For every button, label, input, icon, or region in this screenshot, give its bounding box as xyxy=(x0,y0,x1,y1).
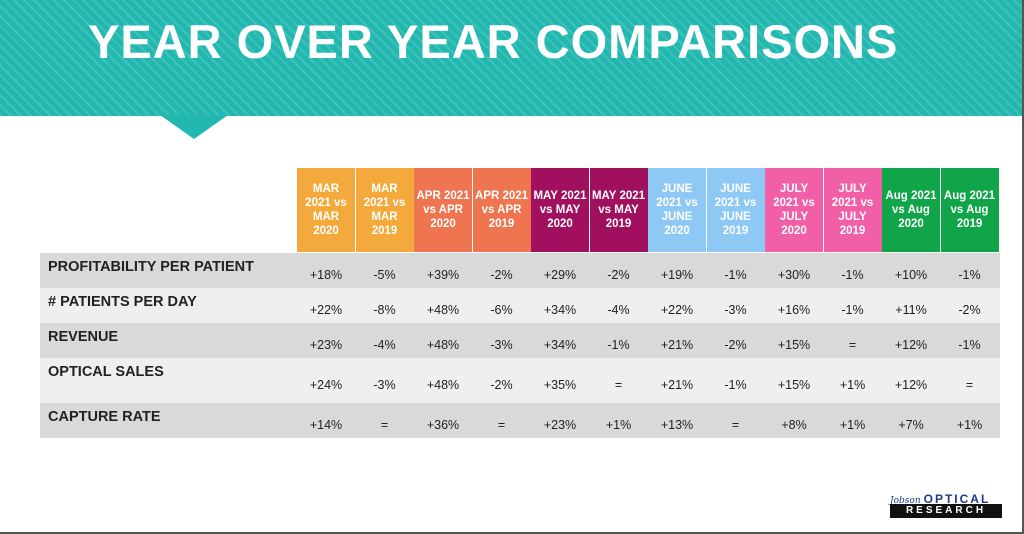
column-header: MAR 2021 vs MAR 2020 xyxy=(297,168,355,252)
row-label: # PATIENTS PER DAY xyxy=(48,294,197,310)
column-header: JULY 2021 vs JULY 2020 xyxy=(765,168,823,252)
row-label: PROFITABILITY PER PATIENT xyxy=(48,259,254,275)
table-row: # PATIENTS PER DAY +22% -8% +48% -6% +34% -4% +… xyxy=(40,288,1000,323)
banner-notch xyxy=(160,115,228,139)
table-cell: +36% xyxy=(426,417,460,432)
table-cell: -6% xyxy=(490,302,513,317)
table-cell: +48% xyxy=(426,302,460,317)
row-label: CAPTURE RATE xyxy=(48,409,161,425)
column-header: APR 2021 vs APR 2020 xyxy=(414,168,472,252)
column-header: MAR 2021 vs MAR 2019 xyxy=(355,168,414,252)
table-cell: -8% xyxy=(373,302,396,317)
table-cell: +12% xyxy=(894,377,928,392)
logo-brand-large: OPTICAL xyxy=(923,492,991,506)
table-cell: +10% xyxy=(894,267,928,282)
table-cell: +15% xyxy=(777,337,811,352)
table-cell: -2% xyxy=(490,377,513,392)
table-cell: -1% xyxy=(958,337,981,352)
table-cell: -1% xyxy=(958,267,981,282)
jobson-optical-research-logo: Jobson OPTICAL RESEARCH xyxy=(890,490,1002,518)
title-banner: YEAR OVER YEAR COMPARISONS xyxy=(0,0,1022,116)
table-cell: +11% xyxy=(895,302,927,317)
table-cell: +24% xyxy=(309,377,343,392)
table-cell: +15% xyxy=(777,377,811,392)
table-cell: -1% xyxy=(841,267,864,282)
table-cell: -2% xyxy=(607,267,630,282)
table-cell: +29% xyxy=(543,267,577,282)
table-cell: -1% xyxy=(724,267,747,282)
table-row: REVENUE +23% -4% +48% -3% +34% -1% +21% -2% +15% =… xyxy=(40,323,1000,358)
table-cell: -2% xyxy=(490,267,513,282)
column-header: MAY 2021 vs MAY 2020 xyxy=(531,168,589,252)
table-cell: -4% xyxy=(373,337,396,352)
table-cell: +16% xyxy=(777,302,811,317)
table-cell: = xyxy=(380,417,389,432)
table-cell: +13% xyxy=(660,417,694,432)
table-cell: = xyxy=(848,337,857,352)
table-cell: -3% xyxy=(724,302,747,317)
table-cell: = xyxy=(731,417,740,432)
page-title: YEAR OVER YEAR COMPARISONS xyxy=(88,15,899,68)
table-cell: +21% xyxy=(660,337,694,352)
table-cell: +48% xyxy=(426,337,460,352)
table-cell: +34% xyxy=(543,302,577,317)
table-cell: +34% xyxy=(543,337,577,352)
table-cell: +1% xyxy=(605,417,632,432)
table-cell: +1% xyxy=(839,417,866,432)
table-cell: -3% xyxy=(373,377,396,392)
column-header: JULY 2021 vs JULY 2019 xyxy=(823,168,882,252)
table-cell: = xyxy=(965,377,974,392)
column-header: Aug 2021 vs Aug 2019 xyxy=(940,168,999,252)
table-cell: +23% xyxy=(309,337,343,352)
table-cell: +8% xyxy=(781,417,807,432)
column-header: Aug 2021 vs Aug 2020 xyxy=(882,168,940,252)
table-cell: +22% xyxy=(660,302,694,317)
table-cell: -2% xyxy=(958,302,981,317)
table-cell: -5% xyxy=(373,267,396,282)
table-cell: +1% xyxy=(956,417,983,432)
column-header: JUNE 2021 vs JUNE 2019 xyxy=(706,168,765,252)
table-cell: +7% xyxy=(898,417,924,432)
row-label: REVENUE xyxy=(48,329,119,345)
table-cell: +1% xyxy=(839,377,866,392)
table-row: CAPTURE RATE +14% = +36% = +23% +1% +13% = +8% +1%… xyxy=(40,403,1000,438)
table-cell: +23% xyxy=(543,417,577,432)
table-cell: +21% xyxy=(660,377,694,392)
table-cell: +18% xyxy=(309,267,343,282)
table-cell: +30% xyxy=(777,267,811,282)
column-header: JUNE 2021 vs JUNE 2020 xyxy=(648,168,706,252)
table-cell: -1% xyxy=(841,302,864,317)
table-row: OPTICAL SALES +24% -3% +48% -2% +35% = +21% -1% +… xyxy=(40,358,1000,403)
table-cell: +19% xyxy=(660,267,694,282)
table-cell: = xyxy=(614,377,623,392)
row-label: OPTICAL SALES xyxy=(48,364,164,380)
logo-brand-bottom: RESEARCH xyxy=(890,504,1002,518)
table-cell: +35% xyxy=(543,377,577,392)
logo-brand-small: Jobson xyxy=(890,496,921,506)
table-cell: -4% xyxy=(607,302,630,317)
column-header: MAY 2021 vs MAY 2019 xyxy=(589,168,648,252)
table-cell: +39% xyxy=(426,267,460,282)
table-cell: -1% xyxy=(607,337,630,352)
table-cell: +12% xyxy=(894,337,928,352)
table-cell: -2% xyxy=(724,337,747,352)
table-cell: +48% xyxy=(426,377,460,392)
table-cell: -1% xyxy=(724,377,747,392)
table-cell: +14% xyxy=(309,417,343,432)
table-cell: = xyxy=(497,417,506,432)
table-row: PROFITABILITY PER PATIENT +18% -5% +39% -2% +… xyxy=(40,253,1000,288)
table-cell: +22% xyxy=(309,302,343,317)
table-cell: -3% xyxy=(490,337,513,352)
column-header: APR 2021 vs APR 2019 xyxy=(472,168,531,252)
